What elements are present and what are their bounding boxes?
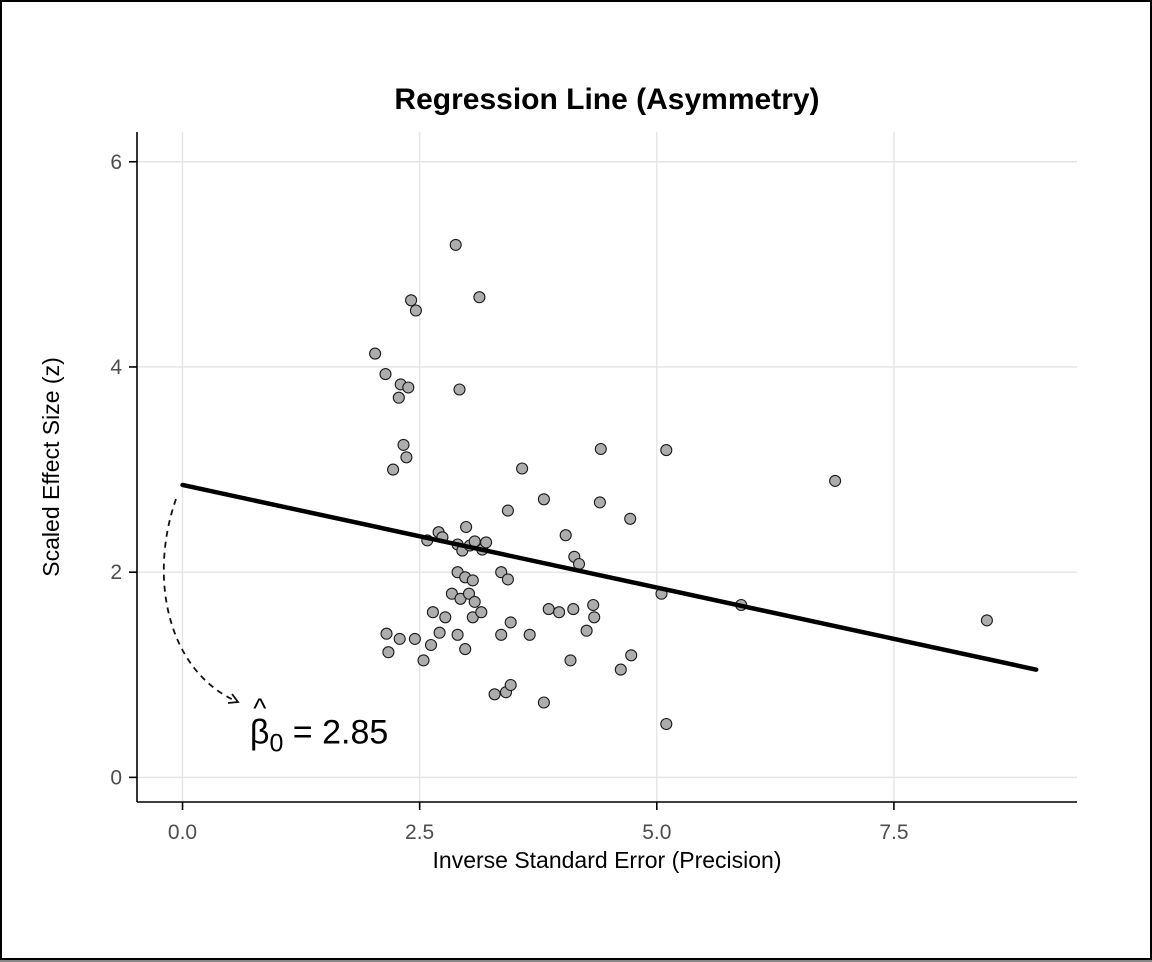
- y-tick-label: 2: [110, 561, 122, 584]
- data-point: [475, 606, 488, 619]
- annotation-arrow: [162, 498, 239, 703]
- data-point: [553, 606, 566, 619]
- data-point: [466, 574, 479, 587]
- annotation-arrowhead: [227, 693, 240, 704]
- beta0-annotation: β0 = 2.85: [250, 714, 388, 758]
- data-point: [501, 573, 514, 586]
- x-tick-label: 7.5: [879, 821, 908, 844]
- data-point: [567, 603, 580, 616]
- regression-line: [180, 482, 1039, 672]
- beta-hat: ^: [253, 693, 266, 724]
- axis-layer: 0.0 2.5 5.0 7.5 0 2 4 6: [110, 132, 1077, 844]
- data-point: [451, 628, 464, 641]
- data-point: [473, 291, 486, 304]
- data-point: [460, 520, 473, 534]
- points-layer: [369, 238, 993, 731]
- data-point: [468, 595, 481, 608]
- y-tick-label: 0: [110, 766, 122, 789]
- data-point: [392, 391, 405, 404]
- data-point: [516, 462, 529, 475]
- data-point: [588, 611, 601, 624]
- data-point: [402, 381, 415, 394]
- x-axis-label: Inverse Standard Error (Precision): [433, 847, 782, 873]
- y-axis-label: Scaled Effect Size (z): [38, 357, 64, 576]
- data-point: [380, 627, 393, 640]
- data-point: [426, 606, 439, 619]
- data-point: [379, 368, 392, 381]
- data-point: [660, 717, 673, 731]
- data-point: [504, 678, 517, 692]
- data-point: [587, 598, 600, 612]
- data-point: [523, 628, 536, 641]
- data-point: [400, 451, 413, 464]
- data-point: [501, 504, 514, 517]
- x-tick-label: 5.0: [642, 821, 671, 844]
- data-point: [829, 474, 842, 487]
- data-point: [624, 512, 637, 525]
- data-point: [393, 632, 406, 645]
- data-point: [580, 624, 593, 637]
- data-point: [614, 663, 627, 676]
- data-point: [405, 294, 418, 307]
- data-point: [480, 536, 493, 549]
- data-point: [537, 493, 550, 506]
- data-point: [409, 304, 422, 317]
- regression-line-layer: [180, 482, 1039, 672]
- data-point: [382, 646, 395, 659]
- data-point: [564, 654, 577, 667]
- data-point: [625, 649, 638, 662]
- data-point: [424, 638, 438, 652]
- data-point: [408, 632, 421, 645]
- data-point: [459, 643, 472, 656]
- data-point: [593, 496, 606, 509]
- data-point: [504, 616, 517, 629]
- data-point: [453, 383, 466, 396]
- data-point: [462, 587, 476, 600]
- data-point: [397, 438, 410, 451]
- data-point: [660, 444, 673, 457]
- data-point: [495, 628, 508, 641]
- data-point: [594, 442, 607, 456]
- x-tick-label: 2.5: [405, 821, 434, 844]
- data-point: [488, 688, 501, 701]
- data-point: [387, 463, 400, 476]
- data-point: [369, 347, 382, 360]
- y-tick-label: 6: [110, 151, 122, 174]
- data-point: [980, 614, 993, 627]
- data-point: [542, 603, 555, 616]
- data-point: [417, 654, 430, 667]
- data-point: [537, 696, 550, 709]
- x-tick-label: 0.0: [168, 821, 197, 844]
- data-point: [433, 626, 446, 639]
- grid-layer: [137, 132, 1077, 802]
- data-point: [449, 238, 462, 251]
- data-point: [559, 529, 572, 542]
- chart-title: Regression Line (Asymmetry): [394, 83, 819, 116]
- data-point: [439, 611, 452, 624]
- y-tick-label: 4: [110, 356, 122, 379]
- annotation-layer: ^β0 = 2.85: [162, 498, 388, 758]
